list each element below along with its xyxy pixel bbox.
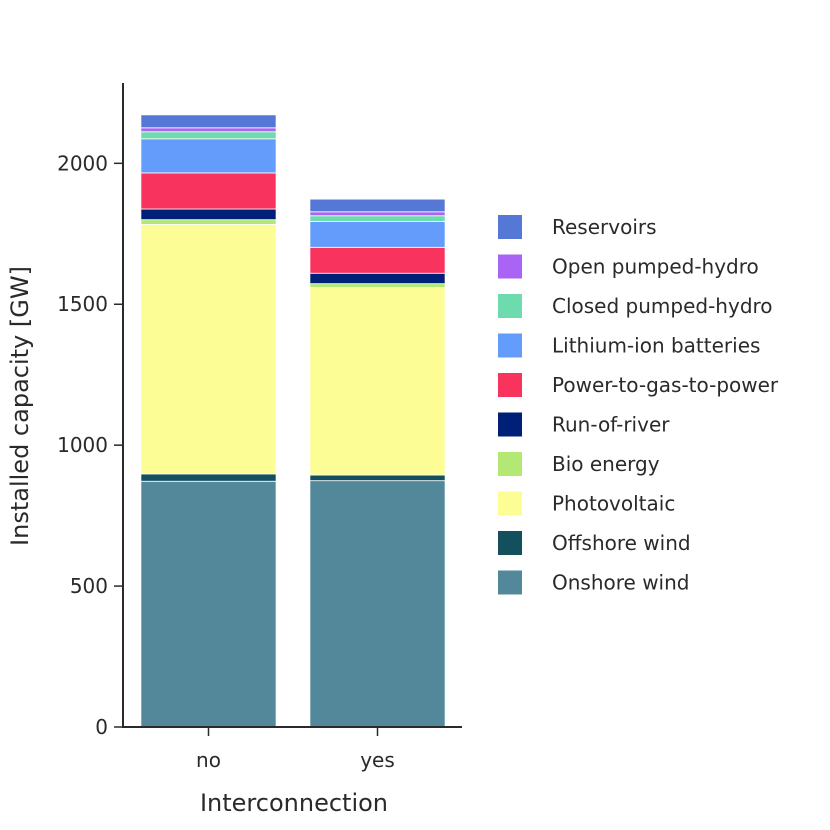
- y-axis-title: Installed capacity [GW]: [6, 266, 34, 546]
- legend-swatch: [498, 373, 522, 397]
- legend-label: Closed pumped-hydro: [552, 294, 773, 318]
- legend-label: Power-to-gas-to-power: [552, 373, 779, 397]
- bar-segment: [309, 198, 446, 213]
- bar-segment: [309, 246, 446, 274]
- legend-swatch: [498, 412, 522, 437]
- bar-segment: [309, 220, 446, 248]
- bar-segment: [140, 172, 277, 210]
- bar-segment: [140, 131, 277, 140]
- bar-segment: [140, 224, 277, 475]
- bar-segment: [309, 272, 446, 285]
- bar-segment: [309, 480, 446, 728]
- legend: Reservoirs Open pumped-hydro Closed pumped…: [498, 215, 779, 595]
- legend-label: Open pumped-hydro: [552, 255, 759, 279]
- y-tick-label: 0: [95, 715, 108, 739]
- legend-label: Bio energy: [552, 452, 660, 476]
- legend-swatch: [498, 452, 522, 476]
- bar-segment: [140, 480, 277, 728]
- legend-label: Lithium-ion batteries: [552, 334, 760, 358]
- bars-layer: [140, 114, 446, 728]
- legend-label: Reservoirs: [552, 215, 657, 239]
- legend-swatch: [498, 570, 522, 595]
- bar-segment: [309, 283, 446, 289]
- bar-segment: [309, 215, 446, 222]
- bar-segment: [140, 114, 277, 129]
- y-tick-label: 2000: [57, 151, 108, 175]
- y-tick-label: 1500: [57, 292, 108, 316]
- bar-segment: [140, 208, 277, 221]
- legend-swatch: [498, 491, 522, 516]
- bar-segment: [309, 474, 446, 482]
- x-tick-label: no: [196, 748, 221, 772]
- y-ticks: 0 500 1000 1500 2000: [57, 151, 123, 739]
- bar-segment: [140, 138, 277, 174]
- bar-segment: [140, 473, 277, 482]
- legend-swatch: [498, 333, 522, 358]
- x-ticks: no yes: [196, 727, 395, 772]
- bar-segment: [309, 287, 446, 476]
- bar-segment: [140, 127, 277, 133]
- bar-segment: [140, 219, 277, 225]
- legend-label: Run-of-river: [552, 413, 670, 437]
- y-tick-label: 1000: [57, 433, 108, 457]
- legend-label: Onshore wind: [552, 571, 689, 595]
- bar-segment: [309, 211, 446, 217]
- y-tick-label: 500: [70, 574, 108, 598]
- x-axis-title: Interconnection: [200, 789, 388, 817]
- legend-label: Photovoltaic: [552, 492, 675, 516]
- legend-swatch: [498, 531, 522, 555]
- legend-swatch: [498, 215, 522, 239]
- legend-label: Offshore wind: [552, 531, 691, 555]
- legend-swatch: [498, 294, 522, 318]
- legend-swatch: [498, 254, 522, 279]
- x-tick-label: yes: [360, 748, 395, 772]
